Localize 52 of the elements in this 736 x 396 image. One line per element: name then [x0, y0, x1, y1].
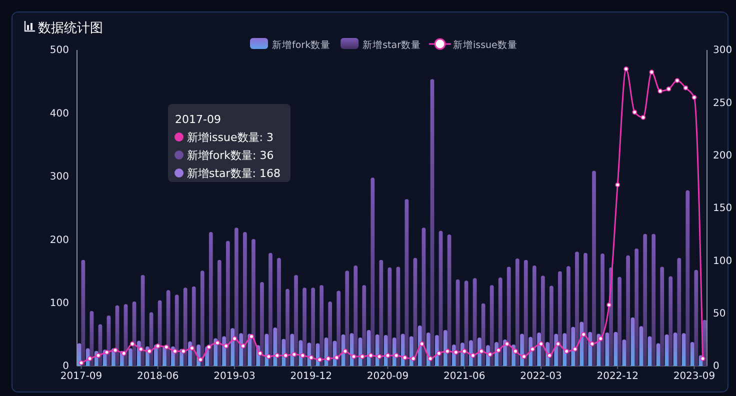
bar [634, 248, 639, 366]
y2-tick-label: 300 [713, 45, 732, 56]
bar [656, 343, 660, 366]
y2-tick-label: 250 [713, 98, 732, 109]
bar [652, 234, 656, 366]
bar [664, 334, 669, 366]
annotation: 新增star数量: 168 [187, 167, 281, 180]
y-tick-label: 300 [50, 172, 69, 183]
bar [682, 333, 686, 366]
y2-tick-label: 150 [713, 203, 732, 214]
legend-label: 新增fork数量 [272, 39, 331, 51]
bar [643, 234, 648, 366]
y2-tick-label: 100 [713, 256, 732, 267]
bar [660, 266, 664, 366]
x-tick-label: 2023-09 [673, 371, 716, 382]
annotation: 新增fork数量: 36 [187, 149, 274, 162]
bar [622, 339, 626, 366]
bar [673, 332, 678, 366]
bar [639, 326, 644, 366]
bar [677, 258, 682, 366]
y-tick-label: 0 [62, 361, 69, 372]
bar [614, 332, 618, 366]
bar [128, 348, 132, 366]
annotation: 2017-09 [175, 113, 221, 126]
bar [690, 342, 694, 366]
bar [694, 270, 698, 366]
y2-tick-label: 200 [713, 150, 732, 162]
x-tick-label: 2021-06 [443, 371, 486, 382]
bar [648, 336, 652, 366]
annotation: 新增issue数量: 3 [187, 131, 274, 144]
bar [605, 332, 610, 366]
legend-label: 新增star数量 [362, 39, 421, 51]
x-tick-label: 2018-06 [136, 371, 179, 382]
y2-tick-label: 50 [713, 308, 726, 320]
y-tick-label: 100 [50, 298, 69, 309]
x-tick-label: 2020-09 [366, 371, 409, 382]
x-tick-label: 2022-12 [596, 371, 639, 382]
x-tick-label: 2017-09 [60, 371, 102, 382]
x-tick-label: 2019-12 [290, 371, 332, 382]
y2-tick-label: 0 [713, 361, 720, 372]
x-tick-label: 2022-03 [520, 371, 562, 382]
x-tick-label: 2019-03 [214, 371, 256, 382]
bar [618, 276, 622, 366]
bar [686, 190, 690, 366]
y-tick-label: 500 [50, 45, 69, 56]
bar [668, 276, 673, 366]
bar [626, 255, 630, 366]
bar [630, 317, 635, 366]
y-tick-label: 400 [50, 108, 69, 120]
chart-title: 数据统计图 [38, 21, 103, 36]
y-tick-label: 200 [50, 234, 69, 246]
legend-label: 新增issue数量 [452, 39, 518, 51]
